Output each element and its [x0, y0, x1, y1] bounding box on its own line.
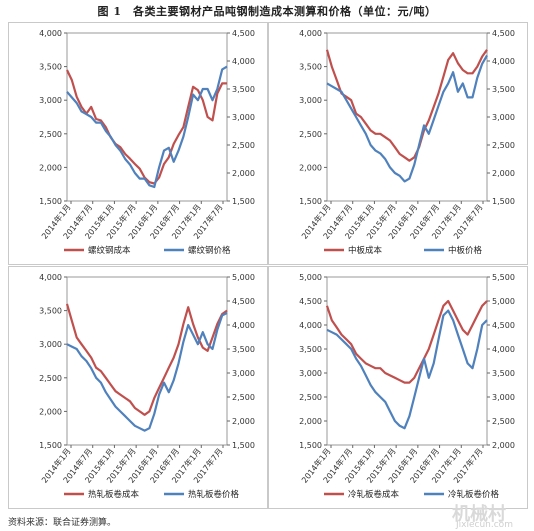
watermark-url: Jixiecun.com	[456, 520, 513, 530]
left-axis-tick-label: 2,500	[299, 393, 322, 402]
left-axis-tick-label: 3,000	[39, 340, 62, 349]
right-axis-tick-label: 2,500	[232, 393, 255, 402]
left-axis-tick-label: 2,500	[39, 374, 62, 383]
chart-medium-plate: 1,500 2,000 2,500 3,000 3,500 4,000 1,500 2,000…	[299, 29, 515, 256]
right-axis-tick-label: 2,000	[492, 169, 515, 178]
plot-area	[326, 276, 488, 446]
left-axis-tick-label: 1,500	[39, 441, 62, 450]
left-axis-tick-label: 4,000	[299, 29, 322, 38]
left-axis-tick-label: 2,500	[299, 130, 322, 139]
series-line-cost	[325, 49, 488, 162]
figure-title: 图 1 各类主要钢材产品吨钢制造成本测算和价格（单位：元/吨）	[97, 5, 437, 18]
right-axis-tick-label: 3,500	[492, 85, 515, 94]
left-axis-tick-label: 2,000	[299, 163, 322, 172]
series-line-cost	[65, 303, 228, 416]
left-axis-tick-label: 1,500	[299, 441, 322, 450]
right-axis-tick-label: 1,500	[232, 441, 255, 450]
right-axis-tick-label: 1,500	[232, 197, 255, 206]
left-axis-tick-label: 3,000	[39, 96, 62, 105]
left-axis-tick-label: 2,000	[39, 407, 62, 416]
legend-label: 中板成本	[348, 245, 383, 256]
series-line-price	[326, 309, 488, 430]
left-axis-tick-label: 5,000	[299, 273, 322, 282]
legend-label: 热轧板卷成本	[88, 489, 140, 500]
series-line-price	[326, 54, 488, 183]
series-line-cost	[325, 299, 488, 384]
right-axis-tick-label: 5,000	[232, 273, 255, 282]
left-axis-tick-label: 2,000	[299, 417, 322, 426]
legend-label: 热轧板卷价格	[188, 489, 240, 500]
right-axis-tick-label: 3,000	[232, 369, 255, 378]
right-axis-tick-label: 1,500	[492, 197, 515, 206]
left-axis-tick-label: 4,000	[299, 321, 322, 330]
right-axis-tick-label: 5,500	[492, 273, 515, 282]
chart-panel-cold-rolled-coil: 1,500 2,000 2,500 3,000 3,500 4,000 4,500 5,000…	[268, 266, 528, 509]
right-axis-tick-label: 4,000	[232, 57, 255, 66]
right-axis-tick-label: 2,000	[232, 169, 255, 178]
right-axis-tick-label: 2,500	[492, 417, 515, 426]
right-axis-tick-label: 3,000	[232, 113, 255, 122]
left-axis-tick-label: 1,500	[39, 197, 62, 206]
right-axis-tick-label: 2,500	[492, 141, 515, 150]
chart-rebar: 1,500 2,000 2,500 3,000 3,500 4,000 1,500 2,000…	[39, 29, 255, 256]
left-axis-tick-label: 2,000	[39, 163, 62, 172]
right-axis-tick-label: 2,500	[232, 141, 255, 150]
right-axis-tick-label: 4,500	[492, 29, 515, 38]
right-axis-tick-label: 4,500	[232, 297, 255, 306]
left-axis-tick-label: 3,500	[39, 307, 62, 316]
legend-label: 冷轧板卷价格	[448, 489, 500, 500]
left-axis-tick-label: 3,500	[299, 63, 322, 72]
right-axis-tick-label: 3,500	[232, 85, 255, 94]
left-axis-tick-label: 4,000	[39, 29, 62, 38]
right-axis-tick-label: 5,000	[492, 297, 515, 306]
right-axis-tick-label: 4,500	[232, 29, 255, 38]
right-axis-tick-label: 2,000	[492, 441, 515, 450]
series-line-price	[66, 65, 228, 189]
right-axis-tick-label: 4,000	[492, 345, 515, 354]
legend-label: 中板价格	[448, 245, 483, 256]
chart-panel-rebar: 1,500 2,000 2,500 3,000 3,500 4,000 1,500 2,000…	[8, 22, 268, 265]
left-axis-tick-label: 1,500	[299, 197, 322, 206]
right-axis-tick-label: 3,000	[492, 393, 515, 402]
left-axis-tick-label: 3,000	[299, 369, 322, 378]
series-line-cost	[66, 69, 227, 185]
chart-panel-hot-rolled-coil: 1,500 2,000 2,500 3,000 3,500 4,000 1,500 2,000…	[8, 266, 268, 509]
right-axis-tick-label: 4,000	[232, 321, 255, 330]
left-axis-tick-label: 2,500	[39, 130, 62, 139]
left-axis-tick-label: 3,500	[39, 63, 62, 72]
right-axis-tick-label: 4,500	[492, 321, 515, 330]
left-axis-tick-label: 3,000	[299, 96, 322, 105]
legend-label: 冷轧板卷成本	[348, 489, 400, 500]
chart-hot-rolled-coil: 1,500 2,000 2,500 3,000 3,500 4,000 1,500 2,000…	[39, 273, 255, 500]
right-axis-tick-label: 2,000	[232, 417, 255, 426]
chart-panel-medium-plate: 1,500 2,000 2,500 3,000 3,500 4,000 1,500 2,000…	[268, 22, 528, 265]
right-axis-tick-label: 3,000	[492, 113, 515, 122]
plot-area	[326, 32, 488, 202]
right-axis-tick-label: 4,000	[492, 57, 515, 66]
plot-area	[66, 276, 228, 446]
watermark-logo: 机械村	[452, 504, 506, 525]
legend-label: 螺纹钢价格	[188, 245, 231, 256]
left-axis-tick-label: 4,500	[299, 297, 322, 306]
right-axis-tick-label: 3,500	[492, 369, 515, 378]
source-note: 资料来源：联合证券测算。	[8, 518, 117, 528]
left-axis-tick-label: 3,500	[299, 345, 322, 354]
left-axis-tick-label: 4,000	[39, 273, 62, 282]
right-axis-tick-label: 3,500	[232, 345, 255, 354]
legend-label: 螺纹钢成本	[88, 245, 131, 256]
chart-cold-rolled-coil: 1,500 2,000 2,500 3,000 3,500 4,000 4,500 5,000…	[299, 273, 515, 500]
series-line-price	[66, 312, 228, 432]
